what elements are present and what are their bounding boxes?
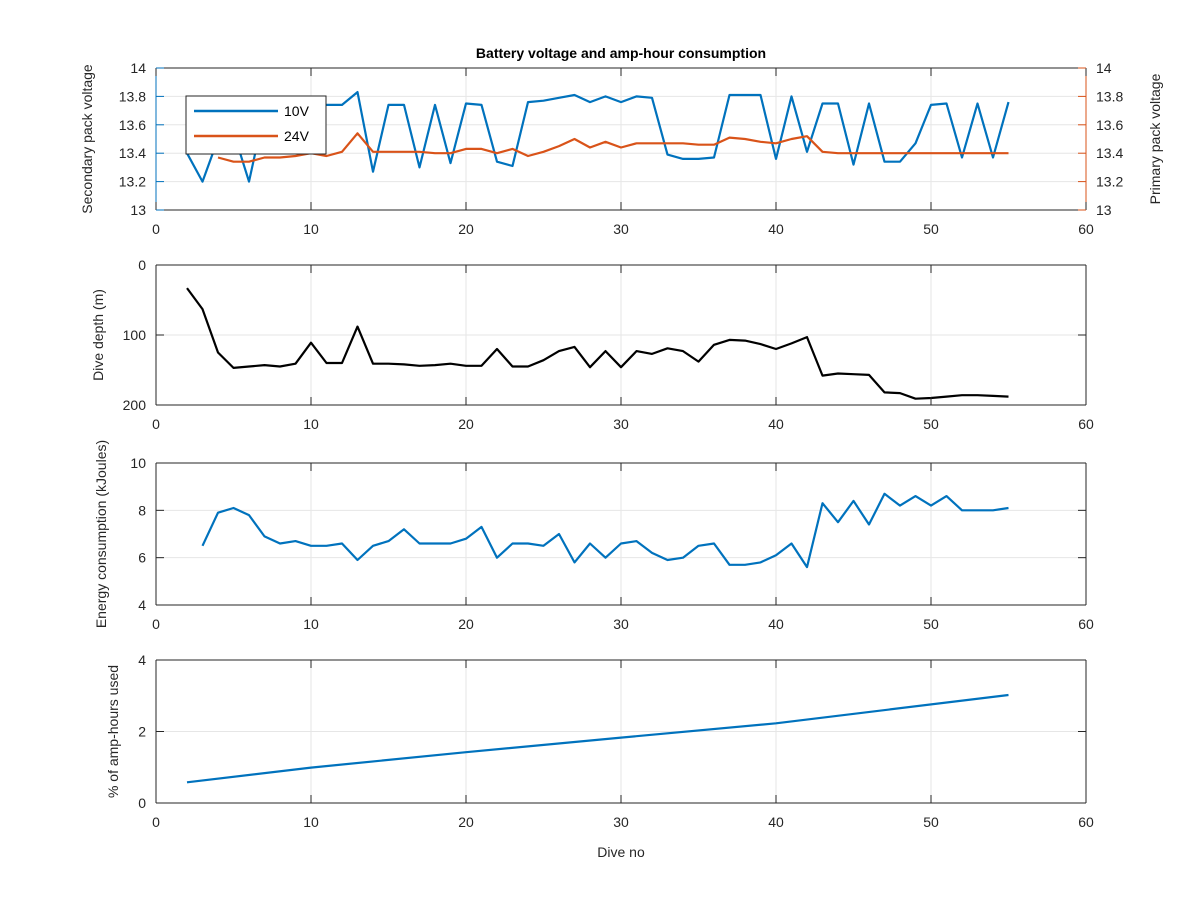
y-tick-label: 13.2 (119, 174, 146, 190)
chart-title: Battery voltage and amp-hour consumption (476, 45, 766, 61)
y-tick-label: 14 (130, 60, 146, 76)
y-tick-label-right: 13.4 (1096, 145, 1123, 161)
panel-3: 0 10 20 30 40 50 60 4 6 8 10 Energy consumption (kJ… (93, 440, 1094, 632)
y-tick-label: 13.6 (119, 117, 146, 133)
panel-2: 0 10 20 30 40 50 60 0 100 200 Dive depth (m) (90, 257, 1094, 432)
panel-4: 0 10 20 30 40 50 60 0 2 4 % of amp-hours used Dive … (105, 652, 1094, 860)
series-line-24v (217, 132, 1009, 163)
x-tick-label: 20 (458, 814, 474, 830)
y-axis-label: Energy consumption (kJoules) (93, 440, 109, 628)
x-tick-label: 60 (1078, 221, 1094, 237)
x-tick-label: 40 (768, 416, 784, 432)
x-tick-label: 40 (768, 814, 784, 830)
y-axis-label: Secondary pack voltage (79, 64, 95, 214)
x-tick-label: 10 (303, 616, 319, 632)
x-axis-label: Dive no (597, 844, 645, 860)
x-tick-label: 0 (152, 814, 160, 830)
x-tick-label: 50 (923, 221, 939, 237)
x-tick-label: 60 (1078, 616, 1094, 632)
y-tick-label: 0 (138, 257, 146, 273)
x-tick-label: 30 (613, 616, 629, 632)
y-tick-label-right: 13.6 (1096, 117, 1123, 133)
series-line-4 (186, 693, 1009, 784)
legend-label-10v: 10V (284, 103, 310, 119)
x-tick-label: 10 (303, 221, 319, 237)
y-tick-label: 13.8 (119, 88, 146, 104)
y-tick-label-right: 13 (1096, 202, 1112, 218)
y-axis-label: Dive depth (m) (90, 289, 106, 381)
y-tick-label-right: 14 (1096, 60, 1112, 76)
legend-box (185, 95, 327, 155)
x-tick-label: 0 (152, 416, 160, 432)
x-tick-label: 50 (923, 814, 939, 830)
y-tick-label: 4 (138, 652, 146, 668)
y-axis-label: % of amp-hours used (105, 665, 121, 798)
y-tick-label: 4 (138, 597, 146, 613)
x-tick-label: 20 (458, 616, 474, 632)
y-tick-label: 10 (130, 455, 146, 471)
x-tick-label: 60 (1078, 814, 1094, 830)
y-tick-label: 13 (130, 202, 146, 218)
x-tick-label: 60 (1078, 416, 1094, 432)
panel-1: 0 10 20 30 40 50 601313.213.413.613.8141313.21… (79, 60, 1163, 237)
x-tick-label: 30 (613, 814, 629, 830)
legend: 10V 24V (185, 95, 327, 155)
legend-label-24v: 24V (284, 128, 310, 144)
x-tick-label: 30 (613, 416, 629, 432)
y-tick-label: 8 (138, 502, 146, 518)
x-tick-label: 20 (458, 221, 474, 237)
series-line-2 (186, 287, 1009, 400)
x-tick-label: 40 (768, 221, 784, 237)
x-tick-label: 30 (613, 221, 629, 237)
x-tick-label: 10 (303, 814, 319, 830)
x-tick-label: 50 (923, 416, 939, 432)
x-tick-label: 10 (303, 416, 319, 432)
y-tick-label: 6 (138, 550, 146, 566)
y-tick-label: 13.4 (119, 145, 146, 161)
y-tick-label: 0 (138, 795, 146, 811)
x-tick-label: 20 (458, 416, 474, 432)
x-tick-label: 50 (923, 616, 939, 632)
series-line-3 (201, 492, 1009, 569)
y-tick-label-right: 13.2 (1096, 174, 1123, 190)
x-tick-label: 0 (152, 221, 160, 237)
y-tick-label: 100 (123, 327, 147, 343)
y-tick-label: 2 (138, 724, 146, 740)
y-tick-label-right: 13.8 (1096, 88, 1123, 104)
x-tick-label: 40 (768, 616, 784, 632)
x-tick-label: 0 (152, 616, 160, 632)
y-axis-label-right: Primary pack voltage (1147, 73, 1163, 204)
y-tick-label: 200 (123, 397, 147, 413)
